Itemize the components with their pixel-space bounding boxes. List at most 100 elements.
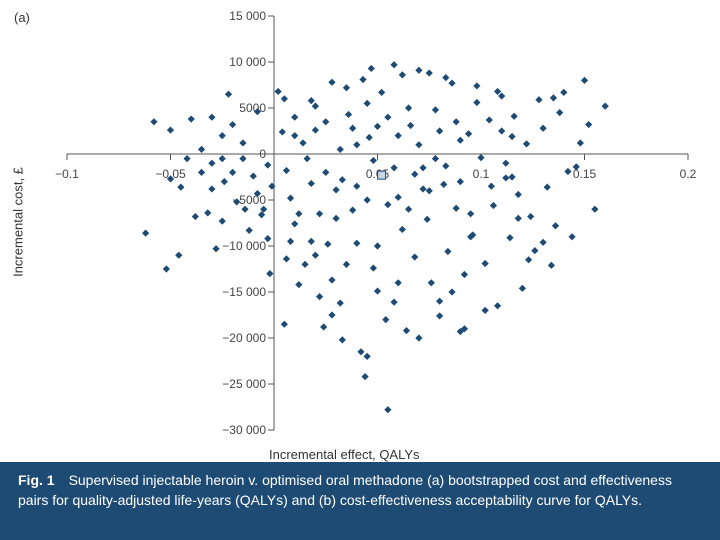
x-axis-label: Incremental effect, QALYs	[269, 447, 420, 462]
data-point	[493, 87, 502, 96]
data-point	[264, 235, 272, 243]
data-point	[493, 302, 502, 310]
data-point	[535, 96, 543, 104]
data-point	[338, 176, 346, 184]
data-point	[245, 226, 253, 234]
data-point	[365, 133, 373, 142]
data-point	[460, 270, 469, 279]
data-point	[394, 279, 402, 287]
data-point	[506, 234, 514, 242]
x-tick-label: 0.2	[680, 167, 697, 181]
data-point	[268, 182, 276, 190]
data-point	[336, 299, 344, 307]
data-point	[425, 187, 433, 195]
data-point	[591, 205, 599, 213]
data-point	[280, 320, 288, 328]
data-point	[452, 204, 460, 212]
data-point	[278, 128, 286, 136]
data-point	[508, 132, 516, 141]
data-point	[469, 231, 477, 239]
y-tick-label: 15 000	[229, 9, 266, 23]
data-point	[166, 126, 175, 134]
data-point	[373, 242, 382, 250]
data-point	[539, 124, 547, 132]
caption-text: Supervised injectable heroin v. optimise…	[18, 472, 672, 508]
data-point	[197, 145, 206, 153]
data-point	[332, 186, 340, 194]
data-point	[220, 178, 228, 186]
data-point	[551, 222, 560, 230]
data-point	[266, 270, 274, 278]
data-point	[456, 178, 464, 186]
data-point	[328, 311, 336, 319]
data-point	[363, 99, 371, 107]
data-point	[423, 215, 431, 223]
data-point	[369, 156, 377, 165]
data-point	[576, 139, 584, 147]
data-point	[378, 88, 386, 96]
data-point	[547, 261, 555, 269]
data-point	[477, 154, 485, 162]
data-point	[452, 118, 460, 126]
data-point	[415, 334, 423, 342]
data-point	[411, 253, 419, 261]
data-point	[394, 132, 402, 140]
data-point	[342, 260, 351, 268]
data-point	[527, 212, 535, 221]
data-point	[204, 209, 212, 217]
data-point	[498, 127, 506, 135]
data-point	[208, 185, 216, 193]
y-tick-label: −20 000	[222, 331, 266, 345]
x-tick-label: −0.05	[155, 167, 186, 181]
data-point	[229, 120, 237, 129]
data-point	[218, 155, 226, 163]
data-point	[311, 251, 319, 259]
data-point	[307, 97, 315, 105]
data-point	[502, 159, 510, 167]
data-point	[481, 259, 489, 268]
data-point	[349, 124, 357, 132]
data-point	[142, 229, 150, 237]
data-point	[508, 173, 516, 181]
data-point	[291, 132, 299, 140]
data-point	[315, 210, 324, 218]
data-point	[307, 179, 315, 188]
data-point	[394, 193, 402, 201]
data-point	[282, 255, 291, 263]
data-point	[344, 110, 353, 119]
data-point	[353, 141, 361, 149]
data-point	[485, 116, 493, 124]
data-point	[498, 92, 506, 100]
data-point	[241, 205, 249, 213]
data-point	[320, 323, 328, 331]
data-point	[249, 172, 257, 180]
data-point	[239, 139, 247, 147]
data-point	[218, 132, 226, 140]
y-tick-label: 10 000	[229, 55, 266, 69]
data-point	[338, 336, 346, 344]
data-point	[384, 113, 392, 121]
data-point	[402, 327, 411, 335]
data-point	[489, 201, 498, 210]
data-point	[404, 205, 413, 213]
data-point	[260, 205, 268, 213]
data-point	[585, 120, 593, 129]
data-point	[361, 373, 369, 381]
data-point	[328, 276, 336, 284]
data-point	[419, 185, 427, 193]
data-point	[322, 168, 330, 176]
data-point	[514, 214, 522, 222]
data-point	[253, 189, 262, 198]
data-point	[369, 264, 377, 272]
data-point	[274, 87, 282, 96]
data-point	[295, 281, 303, 289]
data-point	[264, 161, 272, 169]
data-point	[384, 406, 392, 414]
figure-panel: (a) Incremental cost, £ Incremental effe…	[10, 9, 697, 462]
data-point	[291, 113, 299, 121]
data-point	[564, 167, 572, 176]
data-point	[440, 180, 448, 188]
data-point	[191, 212, 199, 221]
data-point	[336, 145, 344, 153]
